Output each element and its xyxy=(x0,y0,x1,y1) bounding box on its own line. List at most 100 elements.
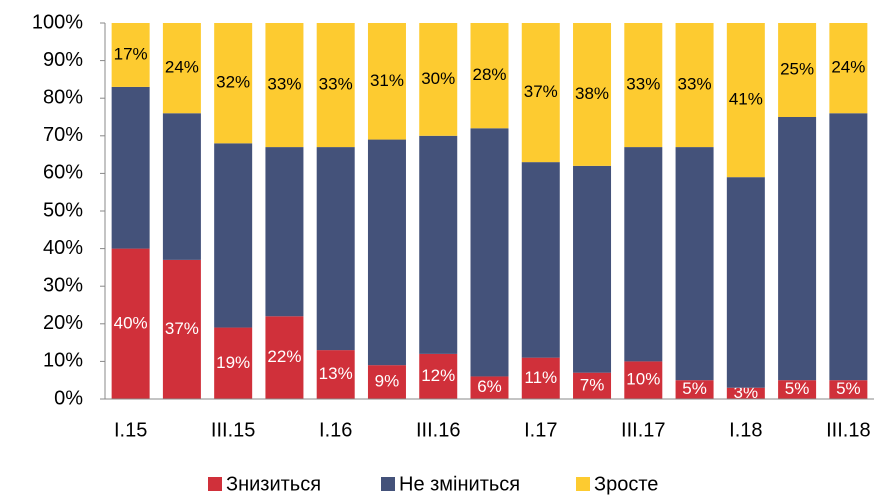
bar-segment xyxy=(419,23,458,136)
bar-segment xyxy=(367,139,406,366)
y-tick-label: 100% xyxy=(32,11,83,33)
data-label: 19% xyxy=(216,353,250,372)
bar-segment xyxy=(214,143,253,328)
bar-segment xyxy=(521,162,560,358)
y-tick-label: 20% xyxy=(43,312,83,334)
bar-segment xyxy=(624,147,663,362)
bar-segment xyxy=(573,23,612,166)
y-tick-label: 40% xyxy=(43,237,83,259)
data-label: 25% xyxy=(780,59,814,78)
bar-segment xyxy=(521,357,560,399)
data-label: 41% xyxy=(729,90,763,109)
bar-segment xyxy=(470,376,509,399)
data-label: 33% xyxy=(267,75,301,94)
legend-label: Зросте xyxy=(594,473,658,495)
bar-segment xyxy=(624,23,663,148)
x-tick-label: III.16 xyxy=(416,419,460,441)
bar-segment xyxy=(470,23,509,129)
bar-segment xyxy=(214,327,253,399)
y-tick-label: 60% xyxy=(43,162,83,184)
x-tick-label: I.18 xyxy=(729,419,762,441)
bar-segment xyxy=(726,387,765,399)
legend-label: Знизиться xyxy=(226,473,321,495)
bar-segment xyxy=(624,361,663,399)
data-label: 5% xyxy=(836,379,861,398)
bar-segment xyxy=(726,177,765,388)
y-tick-label: 10% xyxy=(43,350,83,372)
data-label: 9% xyxy=(375,372,400,391)
data-label: 5% xyxy=(785,379,810,398)
legend-label: Не зміниться xyxy=(399,473,520,495)
data-label: 11% xyxy=(524,368,557,387)
data-label: 10% xyxy=(626,370,660,389)
bar-segment xyxy=(367,365,406,399)
bar-segment xyxy=(778,23,817,117)
bar-segment xyxy=(778,380,817,399)
bar-segment xyxy=(265,147,304,317)
data-label: 7% xyxy=(580,375,605,394)
bar-segment xyxy=(675,23,714,148)
data-label: 28% xyxy=(472,65,506,84)
bar-segment xyxy=(778,117,817,381)
bar-segment xyxy=(111,86,150,249)
data-label: 6% xyxy=(477,377,502,396)
data-label: 17% xyxy=(114,44,148,63)
data-label: 12% xyxy=(421,366,455,385)
bar-segment xyxy=(265,23,304,148)
bar-segment xyxy=(316,350,355,399)
bar-segment xyxy=(162,23,201,114)
data-label: 30% xyxy=(421,69,455,88)
bar-segment xyxy=(265,316,304,399)
bar-segment xyxy=(111,248,150,399)
bar-segment xyxy=(829,380,868,399)
bar-segment xyxy=(214,23,253,144)
bar-segment xyxy=(829,113,868,381)
data-label: 33% xyxy=(319,75,353,94)
bar-segment xyxy=(573,372,612,399)
y-tick-label: 70% xyxy=(43,124,83,146)
bar-segment xyxy=(419,353,458,399)
bar-segment xyxy=(162,113,201,260)
x-tick-label: I.17 xyxy=(524,419,557,441)
x-tick-label: III.18 xyxy=(826,419,870,441)
bar-segment xyxy=(316,147,355,351)
y-tick-label: 90% xyxy=(43,49,83,71)
x-tick-label: I.16 xyxy=(319,419,352,441)
data-label: 38% xyxy=(575,84,609,103)
x-tick-label: I.15 xyxy=(114,419,147,441)
data-label: 33% xyxy=(626,75,660,94)
y-tick-label: 80% xyxy=(43,86,83,108)
bar-segment xyxy=(367,23,406,140)
bar-segment xyxy=(419,135,458,354)
data-label: 24% xyxy=(165,58,199,77)
data-label: 24% xyxy=(831,58,865,77)
bar-segment xyxy=(726,23,765,178)
y-tick-label: 30% xyxy=(43,274,83,296)
bar-segment xyxy=(162,259,201,399)
data-label: 37% xyxy=(165,319,199,338)
bar-segment xyxy=(470,128,509,377)
legend-swatch xyxy=(576,477,590,491)
data-label: 33% xyxy=(678,75,712,94)
data-label: 40% xyxy=(114,313,148,332)
legend-swatch xyxy=(208,477,222,491)
data-label: 32% xyxy=(216,73,250,92)
y-tick-label: 50% xyxy=(43,199,83,221)
data-label: 22% xyxy=(267,347,301,366)
data-label: 37% xyxy=(524,82,558,101)
bar-segment xyxy=(829,23,868,114)
bar-segment xyxy=(316,23,355,148)
bar-segment xyxy=(521,23,560,163)
x-tick-label: III.17 xyxy=(621,419,665,441)
data-label: 13% xyxy=(319,364,353,383)
y-tick-label: 0% xyxy=(54,387,83,409)
bar-segment xyxy=(675,380,714,399)
legend-swatch xyxy=(381,477,395,491)
x-tick-label: III.15 xyxy=(211,419,255,441)
data-label: 5% xyxy=(682,379,707,398)
bar-segment xyxy=(675,147,714,381)
data-label: 31% xyxy=(370,71,404,90)
bar-segment xyxy=(573,165,612,373)
bar-segment xyxy=(111,23,150,87)
